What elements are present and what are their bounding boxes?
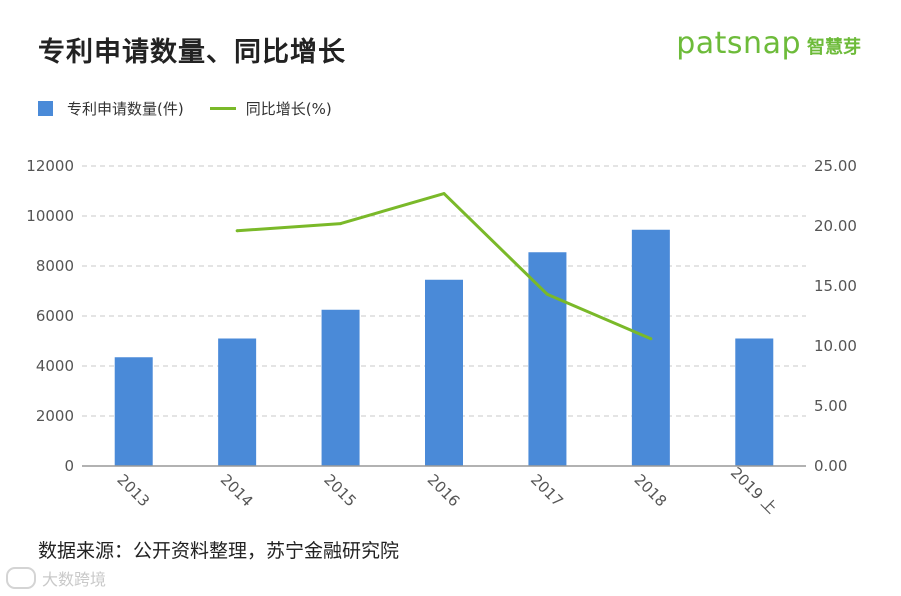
bar-2013 <box>114 357 153 466</box>
left-tick-label: 6000 <box>36 307 74 325</box>
right-tick-label: 15.00 <box>814 277 857 295</box>
bar-series <box>114 229 774 466</box>
growth-point-2014 <box>235 229 239 233</box>
left-tick-label: 4000 <box>36 357 74 375</box>
watermark: 大数跨境 <box>6 566 106 590</box>
growth-point-2018 <box>649 337 653 341</box>
legend-line-swatch <box>209 107 236 110</box>
growth-point-2017 <box>545 292 549 296</box>
data-source: 数据来源：公开资料整理，苏宁金融研究院 <box>38 540 400 562</box>
category-label: 2018 <box>631 471 671 511</box>
left-tick-label: 10000 <box>26 207 74 225</box>
left-tick-label: 12000 <box>26 157 74 175</box>
right-tick-label: 10.00 <box>814 337 857 355</box>
category-label: 2015 <box>320 471 360 511</box>
brand-cn-name: 智慧芽 <box>807 37 861 58</box>
brand-wordmark: patsnap <box>676 26 801 61</box>
brand-logo: patsnap 智慧芽 <box>676 26 861 61</box>
growth-point-2015 <box>339 222 343 226</box>
right-tick-label: 25.00 <box>814 157 857 175</box>
category-label: 2017 <box>527 471 567 511</box>
bar-2016 <box>425 279 463 466</box>
bar-2018 <box>631 229 670 466</box>
left-tick-label: 2000 <box>36 407 74 425</box>
right-tick-label: 20.00 <box>814 217 857 235</box>
growth-point-2016 <box>442 192 446 196</box>
watermark-text: 大数跨境 <box>42 570 107 589</box>
watermark-icon <box>6 567 36 589</box>
bar-2015 <box>321 309 360 466</box>
chart-legend: 专利申请数量(件) 同比增长(%) <box>38 98 332 119</box>
category-label: 2019 上 <box>727 464 781 518</box>
category-label: 2014 <box>217 471 257 511</box>
chart-title: 专利申请数量、同比增长 <box>38 37 346 68</box>
legend-line-label: 同比增长(%) <box>245 100 332 118</box>
bar-2019 上 <box>735 338 774 466</box>
legend-bar-label: 专利申请数量(件) <box>67 100 184 118</box>
left-tick-label: 0 <box>64 457 74 475</box>
bar-2014 <box>218 338 257 466</box>
left-tick-label: 8000 <box>36 257 74 275</box>
legend-bar-swatch <box>38 101 53 116</box>
category-label: 2013 <box>113 471 153 511</box>
right-tick-label: 0.00 <box>814 457 847 475</box>
line-series <box>235 192 653 341</box>
bar-2017 <box>528 252 567 466</box>
category-label: 2016 <box>424 471 464 511</box>
right-tick-label: 5.00 <box>814 397 847 415</box>
